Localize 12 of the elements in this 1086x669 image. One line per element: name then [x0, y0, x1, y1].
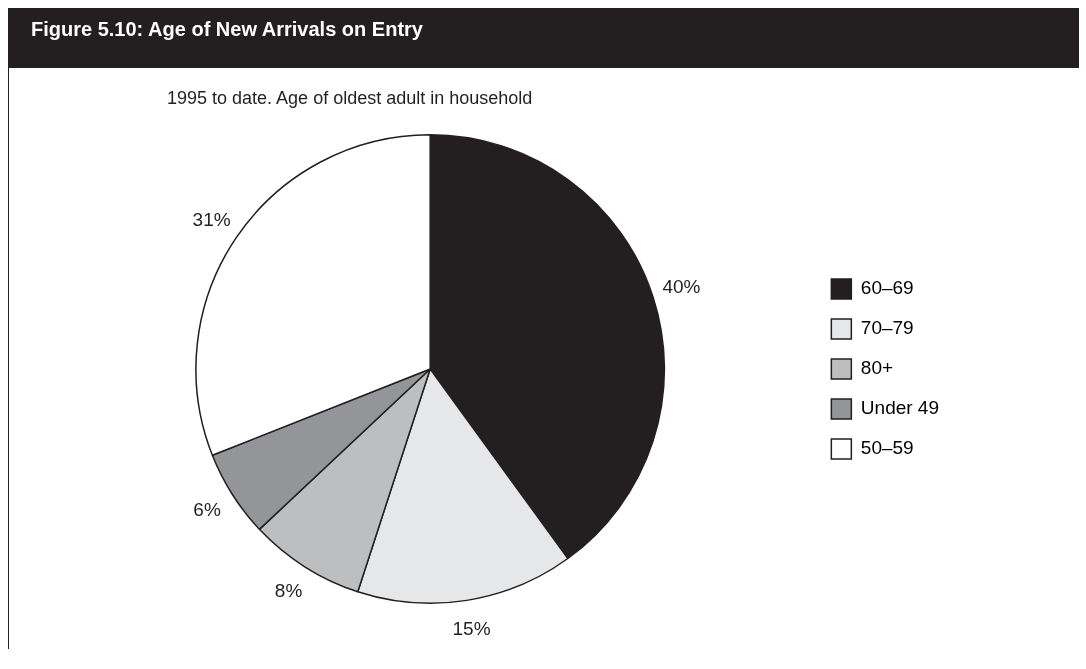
legend-label: 80+: [860, 357, 894, 379]
data-label: 15%: [452, 618, 491, 640]
data-label: 40%: [662, 275, 701, 297]
data-label: 6%: [193, 498, 221, 520]
data-label: 8%: [274, 580, 303, 602]
legend-label: 50–59: [860, 437, 914, 459]
data-label: 31%: [192, 208, 231, 230]
legend-label: 70–79: [860, 317, 914, 339]
legend-label: 60–69: [860, 277, 914, 299]
chart-subtitle: 1995 to date. Age of oldest adult in household: [166, 87, 534, 109]
chart-title: Figure 5.10: Age of New Arrivals on Entry: [9, 8, 1079, 68]
legend-label: Under 49: [860, 397, 940, 419]
